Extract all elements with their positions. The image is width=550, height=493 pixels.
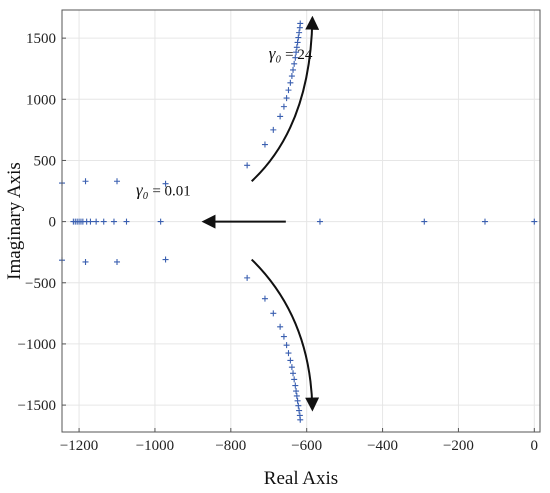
pole-marker [421,218,428,225]
pole-marker [244,274,251,281]
plot-frame [61,9,541,433]
x-tick-label: 0 [531,438,539,454]
pole-marker [277,323,284,330]
pole-marker [114,178,121,185]
annotations: γ₀ = 24 γ₀ = 0.01 [136,44,313,199]
pole-marker [531,218,538,225]
tick-labels: −1200 −1000 −800 −600 −400 −200 0 −1500 −1000 −50… [18,31,539,454]
direction-arrow [250,15,320,182]
pole-marker [296,29,303,36]
pole-marker [288,364,295,371]
pole-marker [261,141,268,148]
pole-marker [87,218,94,225]
gamma-annotation: γ₀ = 0.01 [136,180,191,199]
y-tick-label: −500 [25,276,56,292]
direction-arrows [201,15,320,412]
pole-marker [294,39,301,46]
pole-marker [292,382,299,389]
pole-marker [277,113,284,120]
pole-marker [296,407,303,414]
pole-marker [162,180,169,187]
y-tick-label: 1000 [26,92,56,108]
pole-marker [291,376,298,383]
pole-marker [293,49,300,56]
y-tick-label: 500 [34,153,57,169]
pole-marker [290,370,297,377]
pole-marker [93,218,100,225]
y-tick-label: −1500 [18,398,56,414]
pole-marker [291,60,298,67]
pole-marker [157,218,164,225]
pole-marker [290,66,297,73]
x-tick-label: −600 [291,438,322,454]
pole-marker [270,310,277,317]
y-axis-label: Imaginary Axis [4,162,25,280]
pole-marker [294,397,301,404]
pole-marker [285,87,292,94]
pole-marker [285,350,292,357]
pole-marker [293,388,300,395]
pole-marker [261,295,268,302]
pole-marker [123,218,130,225]
pole-marker [297,416,304,423]
x-tick-label: −1200 [60,438,98,454]
pole-marker [288,73,295,80]
pole-marker [316,218,323,225]
pole-marker [283,95,290,102]
pole-marker [114,258,121,265]
pole-marker [287,79,294,86]
x-tick-label: −1000 [136,438,174,454]
pole-marker [295,34,302,41]
pole-marker [280,333,287,340]
x-tick-label: −800 [215,438,246,454]
pole-marker [110,218,117,225]
x-tick-label: −400 [367,438,398,454]
pole-marker [292,54,299,61]
grid [62,10,540,432]
pole-marker [82,258,89,265]
pole-marker [287,357,294,364]
x-tick-label: −200 [443,438,474,454]
pole-marker [283,342,290,349]
pole-marker [481,218,488,225]
pole-marker [244,162,251,169]
pole-markers [59,20,538,423]
x-axis-label: Real Axis [264,468,338,489]
pole-marker [162,256,169,263]
pole-marker [100,218,107,225]
pole-marker [270,126,277,133]
pole-marker [297,20,304,27]
pole-marker [280,103,287,110]
pole-marker [82,178,89,185]
pole-marker [293,44,300,51]
y-tick-label: 1500 [26,31,56,47]
direction-arrow [250,258,320,412]
pole-marker [295,402,302,409]
y-tick-label: 0 [49,215,57,231]
y-tick-label: −1000 [18,337,56,353]
gamma-annotation: γ₀ = 24 [269,44,313,63]
pole-marker [293,392,300,399]
